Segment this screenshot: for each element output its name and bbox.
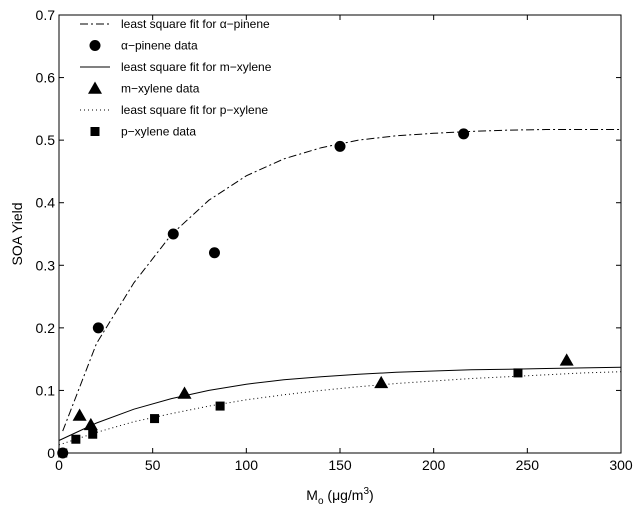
y-tick-label: 0.4 (36, 195, 56, 211)
data-point (513, 368, 523, 378)
data-point (72, 408, 87, 421)
y-tick-label: 0.2 (36, 320, 56, 336)
y-axis: 0 0.1 0.2 0.3 0.4 0.5 0.6 0.7 (36, 7, 621, 461)
legend-label: m−xylene data (121, 82, 200, 96)
data-point (215, 401, 225, 411)
x-tick-label: 150 (328, 457, 352, 473)
data-point (71, 434, 81, 444)
data-point (374, 375, 389, 389)
data-point (83, 417, 98, 431)
y-tick-label: 0.6 (36, 70, 56, 86)
x-tick-label: 50 (145, 457, 161, 473)
y-tick-label: 0 (47, 445, 55, 461)
data-point (88, 429, 98, 439)
fit-line (58, 366, 622, 441)
legend-label: p−xylene data (121, 125, 196, 139)
data-point (167, 228, 179, 240)
y-tick-label: 0.1 (36, 382, 56, 398)
data-point (92, 322, 104, 334)
legend-label: least square fit for p−xylene (121, 103, 268, 117)
legend-label: least square fit for m−xylene (121, 60, 272, 74)
plot-area (58, 14, 622, 454)
x-tick-label: 250 (516, 457, 540, 473)
data-point (150, 414, 160, 424)
data-point (334, 140, 346, 152)
x-axis-label: Mo (μg/m3) (306, 486, 373, 506)
x-tick-label: 200 (422, 457, 446, 473)
x-tick-label: 300 (609, 457, 633, 473)
data-point (58, 448, 68, 458)
x-tick-label: 0 (55, 457, 63, 473)
data-point (559, 353, 574, 366)
y-tick-label: 0.5 (36, 132, 56, 148)
y-tick-label: 0.7 (36, 7, 56, 23)
y-axis-label: SOA Yield (9, 202, 25, 265)
legend-label: least square fit for α−pinene (121, 17, 270, 31)
series-layer (57, 128, 622, 459)
data-point (458, 128, 470, 140)
data-point (208, 247, 220, 259)
x-axis: 0 50 100 150 200 250 300 (55, 15, 633, 473)
x-tick-label: 100 (235, 457, 259, 473)
legend-marker (90, 127, 100, 136)
legend-marker (88, 81, 102, 94)
legend: least square fit for α−pinene α−pinene da… (80, 17, 272, 139)
legend-marker (89, 40, 101, 51)
y-tick-label: 0.3 (36, 257, 56, 273)
legend-label: α−pinene data (121, 39, 198, 53)
data-point (177, 386, 192, 399)
